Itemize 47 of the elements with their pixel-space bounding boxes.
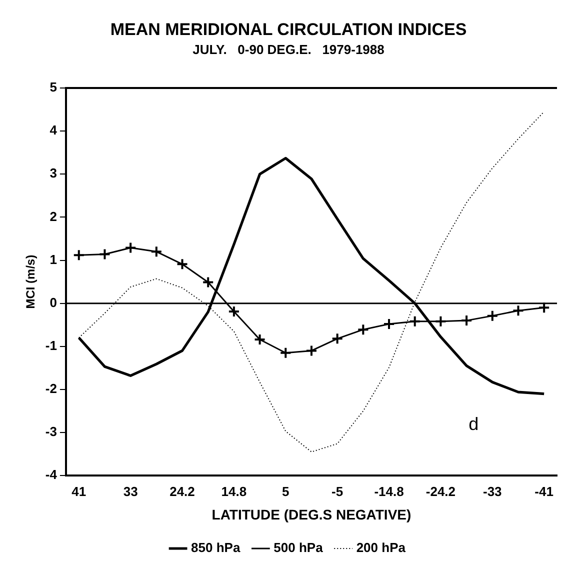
x-tick-label: 41	[72, 484, 86, 499]
y-tick-label: -3	[45, 424, 57, 440]
x-tick-label: 14.8	[221, 484, 247, 499]
point	[305, 344, 318, 357]
y-tick-label: 3	[50, 166, 57, 181]
chart-title: MEAN MERIDIONAL CIRCULATION INDICES	[110, 20, 467, 39]
point	[202, 276, 214, 288]
point	[280, 346, 292, 359]
point	[176, 258, 188, 270]
x-tick-label: -5	[332, 484, 344, 499]
point	[383, 318, 396, 330]
y-tick-label: 1	[50, 252, 57, 267]
x-tick-label: 5	[282, 484, 290, 499]
x-tick-label: -14.8	[374, 484, 404, 499]
point	[150, 246, 162, 258]
legend-label: 850 hPa	[191, 540, 241, 556]
point	[124, 242, 137, 254]
point	[98, 248, 111, 260]
point	[228, 306, 240, 318]
x-tick-label: -33	[482, 484, 502, 499]
x-tick-label: 24.2	[170, 484, 195, 499]
y-tick-label: -4	[45, 467, 58, 482]
point	[460, 314, 473, 327]
y-tick-label: 0	[50, 294, 57, 310]
point	[538, 302, 550, 314]
point	[434, 315, 447, 328]
y-tick-label: 5	[50, 80, 57, 95]
annotation: d	[468, 414, 479, 434]
x-tick-label: 33	[123, 484, 138, 499]
y-tick-label: 2	[50, 208, 57, 224]
chart-subtitle: JULY. 0-90 DEG.E. 1979-1988	[192, 42, 384, 57]
legend-label: 500 hPa	[274, 540, 324, 556]
point	[331, 332, 344, 345]
legend-label: 200 hPa	[356, 540, 406, 556]
y-axis-title: MCI (m/s)	[24, 254, 38, 309]
y-tick-label: -2	[45, 381, 57, 396]
point	[72, 249, 85, 262]
y-tick-label: -1	[45, 338, 57, 353]
point	[254, 334, 266, 346]
x-tick-label: -24.2	[426, 484, 456, 499]
point	[512, 304, 524, 317]
point	[486, 310, 498, 322]
x-axis-title: LATITUDE (DEG.S NEGATIVE)	[212, 506, 412, 522]
y-tick-label: 4	[50, 122, 58, 138]
point	[408, 315, 421, 328]
point	[357, 324, 370, 336]
x-tick-label: -41	[534, 484, 554, 499]
